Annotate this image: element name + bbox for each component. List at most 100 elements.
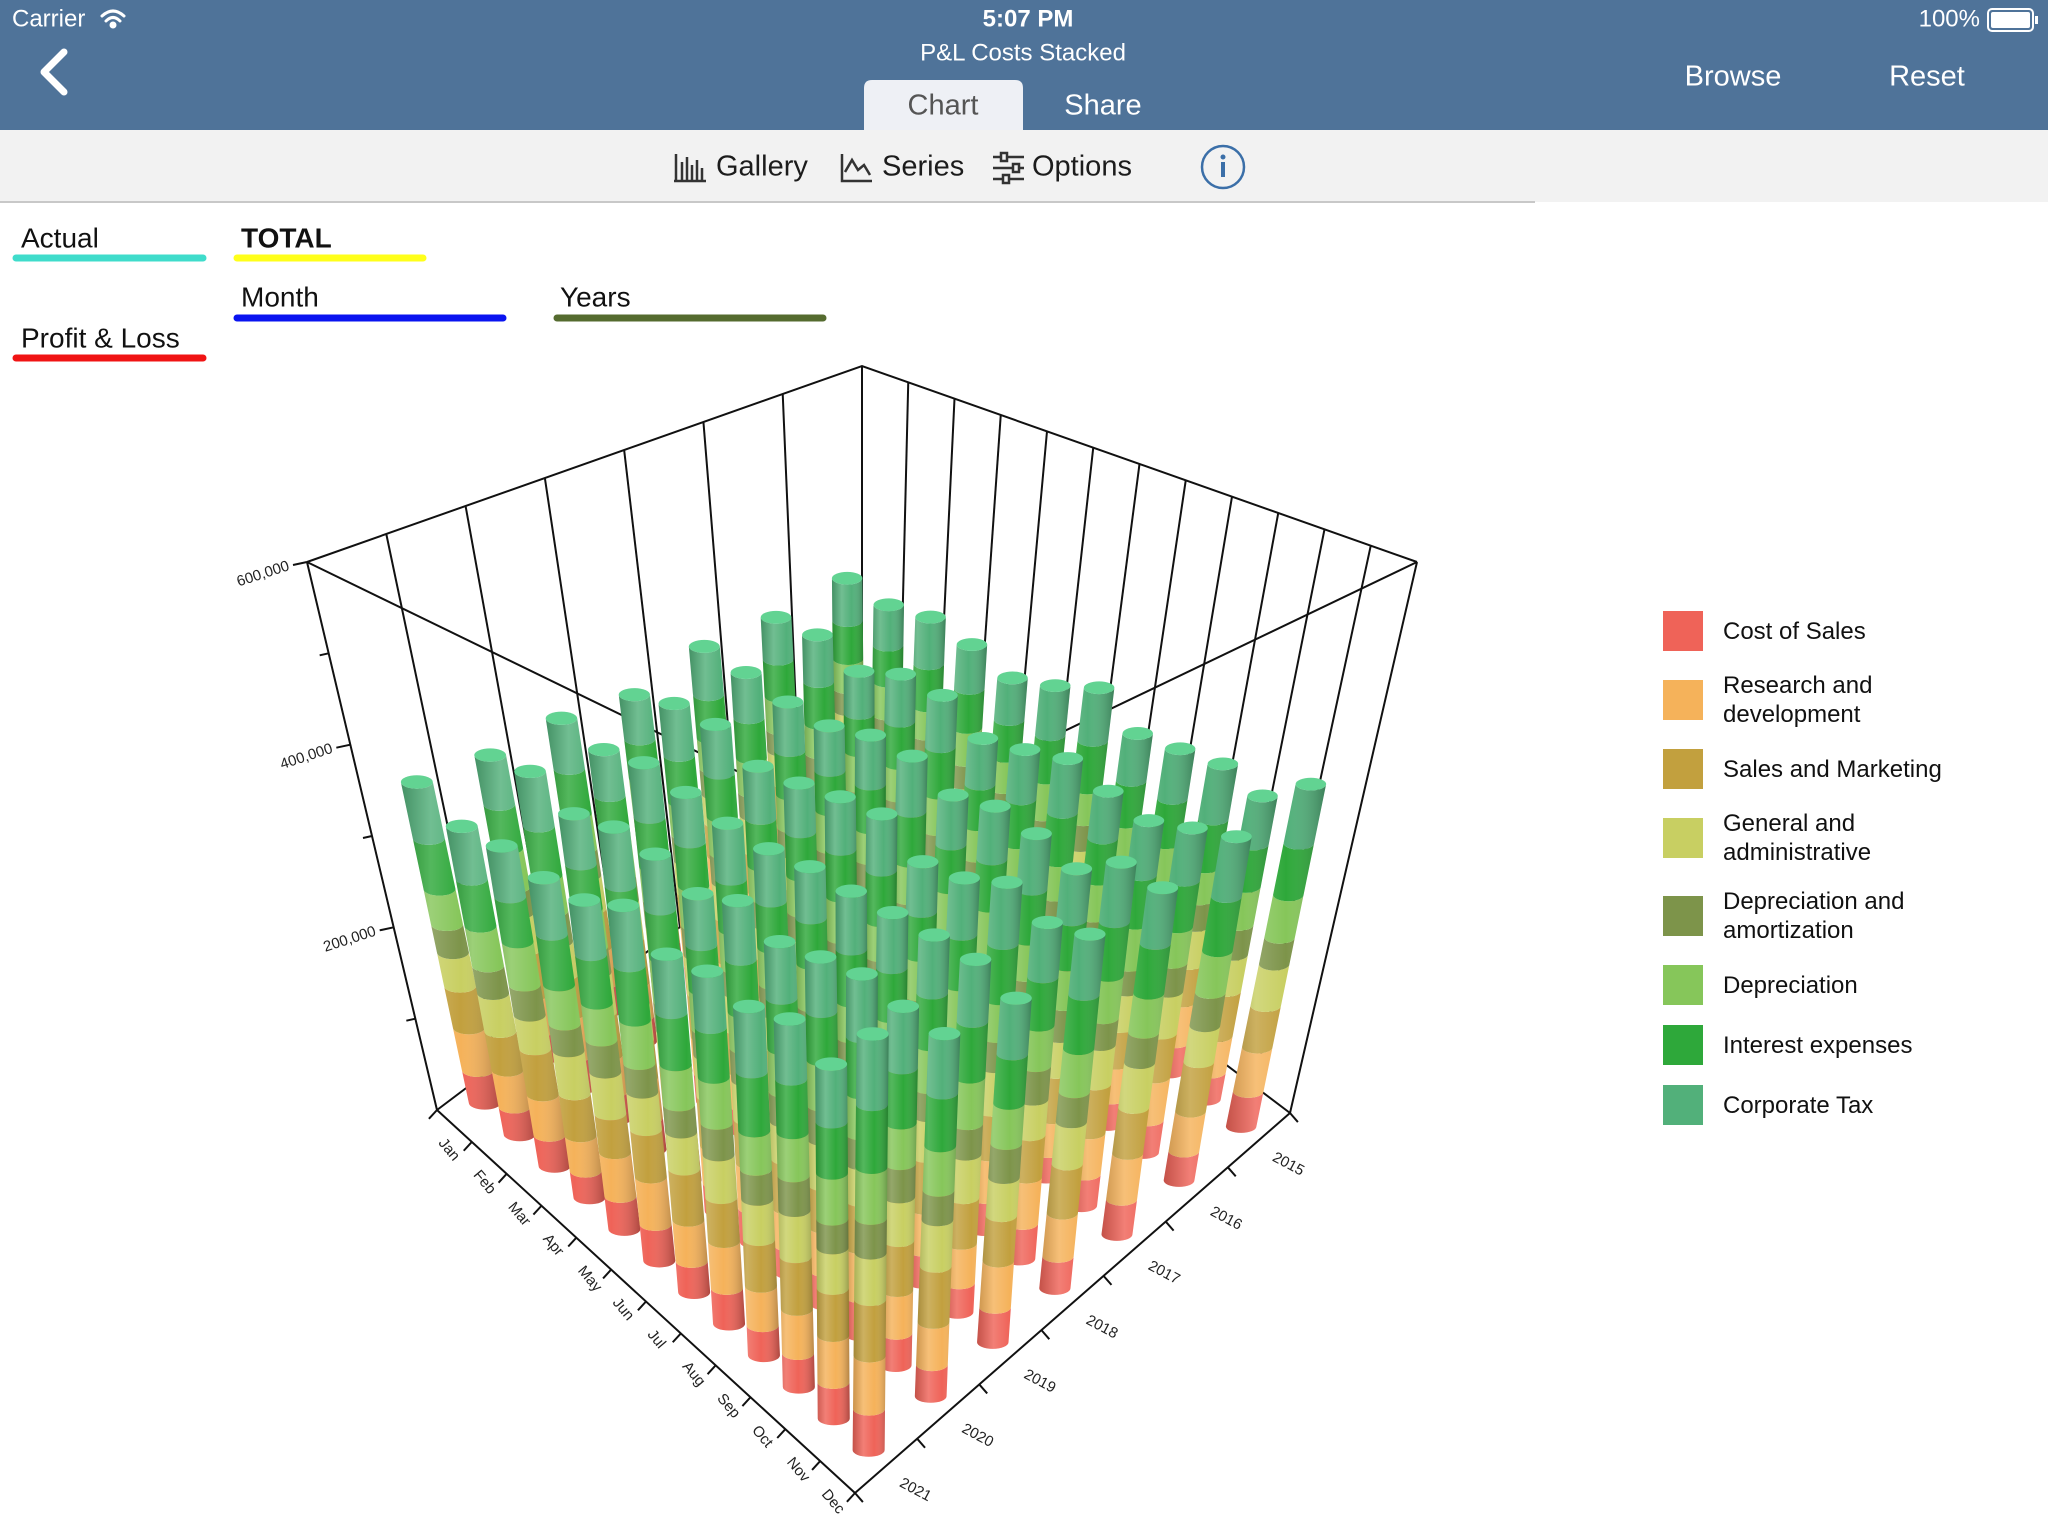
year-tick	[916, 1438, 926, 1449]
bar-cap	[956, 638, 988, 651]
browse-button[interactable]: Browse	[1685, 61, 1782, 93]
y-minor-tick	[406, 1017, 416, 1022]
gallery-button[interactable]: Gallery	[716, 151, 808, 183]
bar-cap	[445, 819, 478, 834]
bar-cap	[669, 785, 702, 800]
bar-segment	[865, 813, 898, 877]
y-minor-tick	[319, 652, 329, 657]
bar-segment	[721, 900, 757, 966]
y-tick-label: 600,000	[235, 557, 292, 590]
bar-cap	[794, 860, 826, 874]
filter-label[interactable]: Month	[241, 281, 319, 312]
tab-share[interactable]: Share	[1064, 90, 1141, 122]
bar-segment	[629, 1129, 667, 1184]
filter-label[interactable]: Years	[560, 281, 631, 312]
options-button[interactable]: Options	[1032, 151, 1132, 183]
bar-segment	[688, 646, 724, 702]
bar-cap	[1061, 862, 1093, 876]
bar-segment	[780, 1309, 814, 1361]
bar-segment	[816, 1288, 850, 1342]
bar-segment	[917, 1266, 952, 1329]
bar-segment	[1198, 763, 1239, 826]
bar-segment	[634, 1176, 672, 1231]
bar-segment	[1005, 749, 1041, 806]
legend-swatch	[1663, 611, 1703, 651]
bar-cap	[1105, 855, 1137, 869]
bar-cap	[896, 749, 928, 763]
filter-label[interactable]: Profit & Loss	[21, 322, 180, 353]
bar-segment	[514, 771, 555, 833]
nav-bar	[0, 0, 2048, 130]
bar-cap	[948, 871, 980, 885]
bar-segment	[916, 935, 950, 1000]
month-label: Jul	[644, 1326, 669, 1352]
options-icon	[993, 151, 1024, 185]
legend: Cost of Sales Research and development Sal…	[1663, 611, 1963, 1125]
year-label: 2015	[1270, 1149, 1307, 1180]
bar-cap	[1039, 679, 1071, 693]
bar-segment	[905, 861, 939, 918]
back-button[interactable]	[40, 48, 68, 96]
bar-segment	[1035, 685, 1071, 742]
series-button[interactable]: Series	[882, 151, 964, 183]
bar-cap	[730, 665, 762, 679]
bar-segment	[854, 1167, 888, 1225]
month-label: Jun	[609, 1294, 638, 1323]
bar-segment	[843, 671, 875, 720]
y-tick	[336, 743, 351, 749]
month-label: Oct	[748, 1422, 777, 1451]
bar-segment	[976, 806, 1011, 866]
bar-segment	[1046, 1163, 1083, 1220]
month-tick	[637, 1300, 647, 1312]
bar-cap	[843, 664, 875, 678]
month-label: Sep	[713, 1390, 743, 1421]
year-tick	[854, 1492, 864, 1503]
bar-cap	[815, 1057, 848, 1071]
bar-segment	[831, 578, 863, 627]
bar-segment	[474, 755, 516, 811]
bar-segment	[1042, 1213, 1078, 1263]
month-tick	[846, 1492, 856, 1503]
reset-button[interactable]: Reset	[1889, 61, 1965, 93]
bar-segment	[922, 1145, 957, 1197]
series-icon	[840, 154, 872, 183]
y-tick-label: 200,000	[321, 923, 378, 956]
bar-cap	[846, 967, 878, 981]
year-tick	[978, 1383, 988, 1395]
bar-cap	[997, 671, 1028, 685]
y-tick-label: 400,000	[278, 740, 335, 773]
bar-cap	[1009, 743, 1041, 757]
bar-cap	[1122, 727, 1153, 740]
bar-segment	[589, 1071, 627, 1121]
info-button[interactable]	[1200, 144, 1246, 190]
tab-selected-bg	[864, 80, 1023, 130]
legend-item: Research and development	[1663, 671, 1963, 729]
bar-segment	[1242, 1005, 1282, 1054]
bar-segment	[542, 984, 581, 1031]
bar-cap	[967, 731, 999, 745]
bar-segment	[813, 725, 846, 777]
bar-segment	[705, 1197, 740, 1248]
bar-segment	[730, 672, 765, 725]
bar-segment	[1062, 994, 1100, 1056]
toolbar	[0, 130, 2048, 202]
bar-segment	[982, 1215, 1018, 1268]
bar-segment	[1128, 993, 1165, 1039]
tab-chart[interactable]: Chart	[908, 90, 979, 122]
bar-cap	[824, 790, 856, 804]
legend-swatch	[1663, 1025, 1703, 1065]
filter-label[interactable]: Actual	[21, 222, 99, 253]
bar-cap	[855, 728, 887, 742]
month-label: Apr	[539, 1231, 567, 1260]
bar-cap	[763, 934, 796, 949]
year-label: 2016	[1208, 1203, 1245, 1234]
legend-item: Corporate Tax	[1663, 1085, 1963, 1125]
year-label: 2020	[959, 1420, 996, 1451]
bar-cap	[587, 743, 620, 757]
bar-cap	[760, 610, 792, 624]
filter-label[interactable]: TOTAL	[241, 222, 332, 253]
bar-cap	[928, 1026, 961, 1041]
bar-segment	[744, 1286, 779, 1333]
bar-cap	[927, 688, 958, 702]
